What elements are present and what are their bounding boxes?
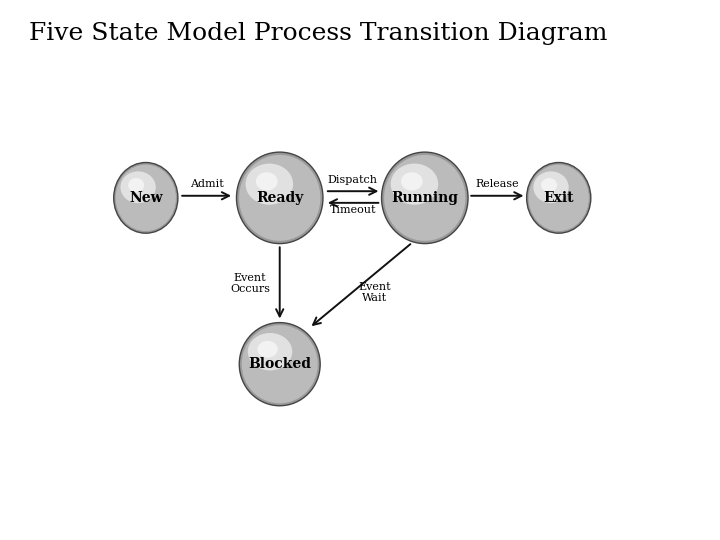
Text: Timeout: Timeout xyxy=(330,205,376,215)
Text: Dispatch: Dispatch xyxy=(328,174,378,185)
Text: Event
Wait: Event Wait xyxy=(359,282,391,303)
Text: Ready: Ready xyxy=(256,191,303,205)
Ellipse shape xyxy=(534,171,569,203)
Text: Admit: Admit xyxy=(190,179,223,189)
Text: Running: Running xyxy=(391,191,459,205)
Text: Blocked: Blocked xyxy=(248,357,311,371)
Ellipse shape xyxy=(239,155,320,241)
Ellipse shape xyxy=(382,152,468,244)
Ellipse shape xyxy=(384,155,465,241)
Ellipse shape xyxy=(239,322,320,406)
Ellipse shape xyxy=(258,341,278,357)
Ellipse shape xyxy=(236,152,323,244)
Ellipse shape xyxy=(114,163,178,233)
Text: Release: Release xyxy=(475,179,519,189)
Text: Five State Model Process Transition Diagram: Five State Model Process Transition Diag… xyxy=(29,22,607,45)
Ellipse shape xyxy=(246,164,293,205)
Ellipse shape xyxy=(116,165,176,231)
Ellipse shape xyxy=(401,172,423,191)
Ellipse shape xyxy=(242,325,318,403)
Ellipse shape xyxy=(528,165,589,231)
Ellipse shape xyxy=(120,171,156,203)
Text: Event
Occurs: Event Occurs xyxy=(230,273,270,294)
Ellipse shape xyxy=(526,163,591,233)
Text: Exit: Exit xyxy=(544,191,574,205)
Text: New: New xyxy=(129,191,163,205)
Ellipse shape xyxy=(391,164,438,205)
Ellipse shape xyxy=(541,178,557,192)
Ellipse shape xyxy=(128,178,144,192)
Ellipse shape xyxy=(248,333,292,370)
Ellipse shape xyxy=(256,172,277,191)
